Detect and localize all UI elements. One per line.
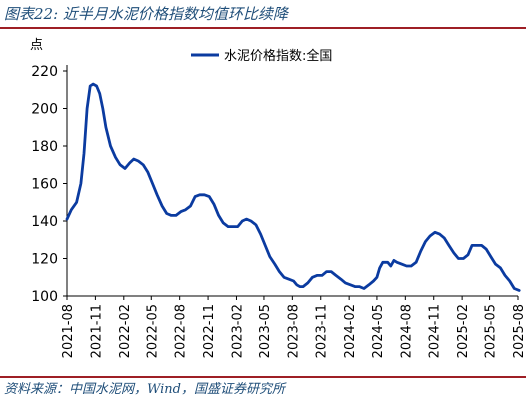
legend-label: 水泥价格指数:全国 [224, 48, 332, 64]
title-rule [0, 27, 526, 29]
y-tick-label: 220 [31, 64, 58, 80]
x-tick-label: 2023-11 [315, 304, 330, 358]
x-tick-label: 2024-08 [399, 304, 414, 358]
y-tick-label: 100 [31, 289, 58, 305]
x-tick-label: 2025-02 [456, 304, 471, 358]
x-axis: 2021-08 2021-11 2022-02 2022-05 2022-08 2022-… [61, 295, 526, 358]
legend: 水泥价格指数:全国 [191, 48, 332, 64]
x-tick-label: 2024-02 [343, 304, 358, 358]
source-note: 资料来源：中国水泥网，Wind，国盛证券研究所 [4, 382, 285, 397]
source-rule [0, 376, 526, 378]
series-line [65, 82, 521, 292]
x-tick-label: 2022-02 [118, 304, 133, 358]
x-tick-label: 2022-05 [145, 304, 160, 358]
chart-area: 点 100 120 140 160 180 200 220 2021-08 2021-11 202… [0, 29, 526, 375]
y-tick-label: 200 [31, 102, 58, 118]
x-tick-label: 2022-11 [202, 304, 217, 358]
x-tick-label: 2022-08 [174, 304, 189, 358]
x-tick-label: 2025-08 [512, 304, 526, 358]
y-tick-label: 140 [31, 214, 58, 230]
x-tick-label: 2021-08 [61, 304, 76, 358]
y-axis: 点 100 120 140 160 180 200 220 [30, 38, 68, 305]
x-tick-label: 2024-05 [371, 304, 386, 358]
series-layer [65, 82, 521, 292]
y-tick-label: 120 [31, 252, 58, 268]
x-tick-label: 2025-05 [484, 304, 499, 358]
y-unit-label: 点 [30, 38, 43, 53]
x-tick-label: 2023-02 [230, 304, 245, 358]
x-tick-label: 2024-11 [428, 304, 443, 358]
figure-title: 图表22: 近半月水泥价格指数均值环比续降 [4, 5, 288, 23]
y-tick-label: 160 [31, 177, 58, 193]
x-tick-label: 2023-05 [258, 304, 273, 358]
x-tick-label: 2023-08 [286, 304, 301, 358]
y-tick-label: 180 [31, 139, 58, 155]
x-tick-label: 2021-11 [89, 304, 104, 358]
